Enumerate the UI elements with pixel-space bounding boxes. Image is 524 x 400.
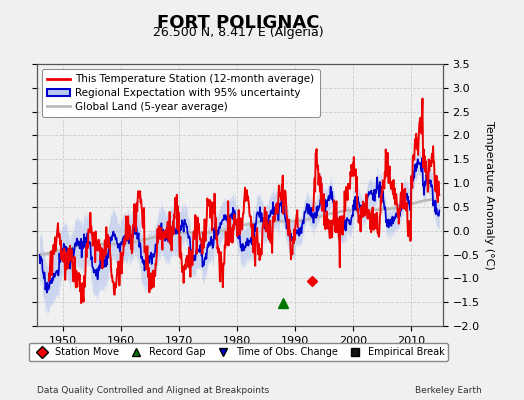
Legend: Station Move, Record Gap, Time of Obs. Change, Empirical Break: Station Move, Record Gap, Time of Obs. C… xyxy=(28,343,449,361)
Legend: This Temperature Station (12-month average), Regional Expectation with 95% uncer: This Temperature Station (12-month avera… xyxy=(42,69,320,117)
Text: FORT POLIGNAC: FORT POLIGNAC xyxy=(157,14,320,32)
Text: Berkeley Earth: Berkeley Earth xyxy=(416,386,482,395)
Text: Data Quality Controlled and Aligned at Breakpoints: Data Quality Controlled and Aligned at B… xyxy=(37,386,269,395)
Text: 26.500 N, 8.417 E (Algeria): 26.500 N, 8.417 E (Algeria) xyxy=(153,26,324,39)
Y-axis label: Temperature Anomaly (°C): Temperature Anomaly (°C) xyxy=(484,121,494,269)
